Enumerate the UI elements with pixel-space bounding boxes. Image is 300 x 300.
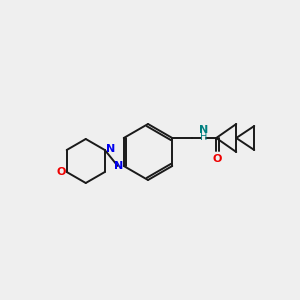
- Text: O: O: [56, 167, 66, 177]
- Text: O: O: [213, 154, 222, 164]
- Text: N: N: [113, 161, 123, 171]
- Text: N: N: [106, 144, 115, 154]
- Text: N: N: [199, 125, 208, 135]
- Text: H: H: [200, 132, 207, 142]
